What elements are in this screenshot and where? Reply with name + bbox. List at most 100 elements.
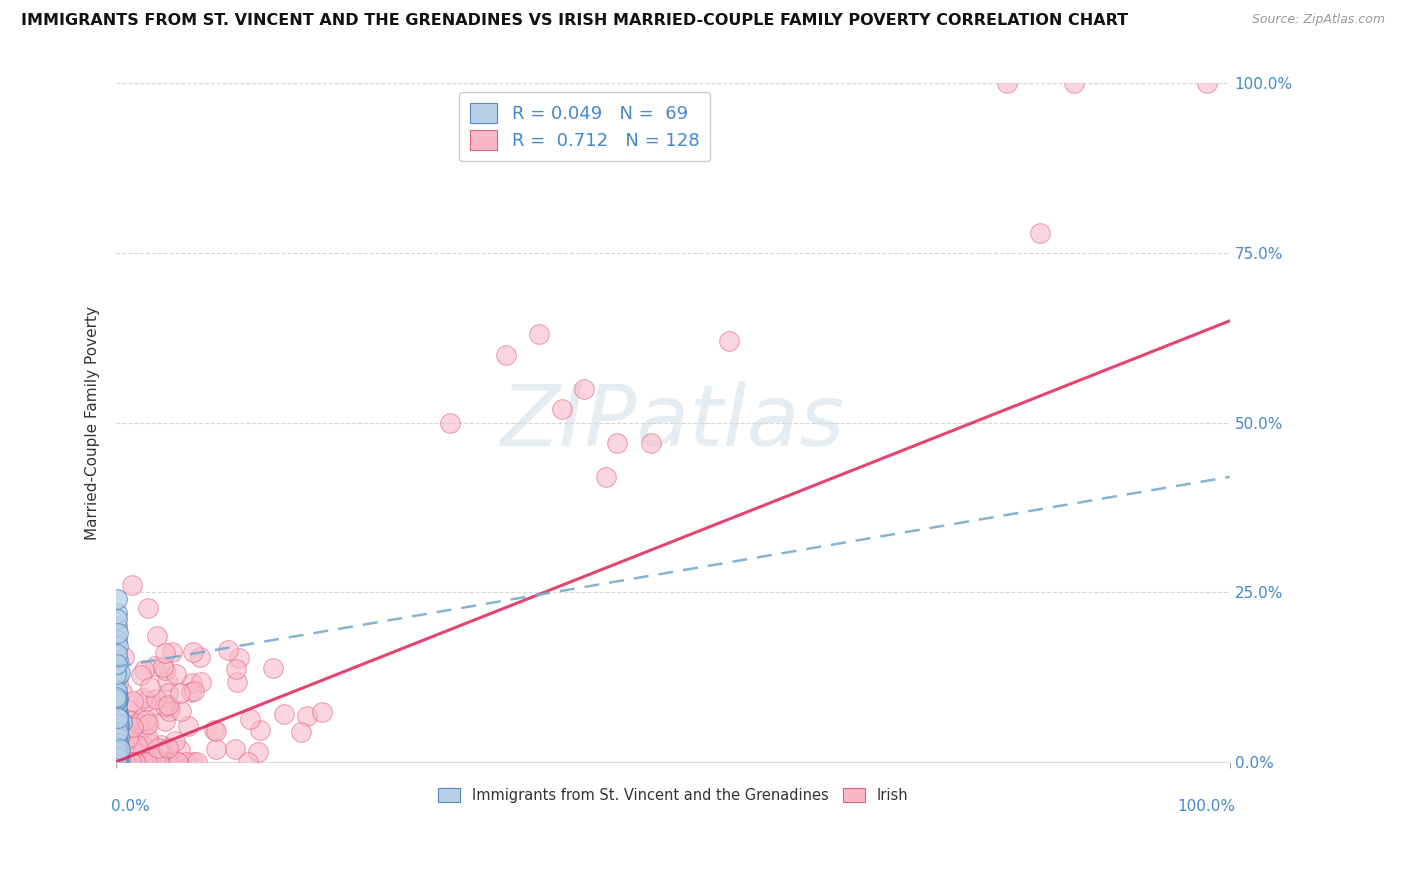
- Point: [1029, 226, 1052, 240]
- Point: [169, 686, 191, 700]
- Point: [105, 736, 128, 750]
- Point: [153, 646, 176, 660]
- Point: [125, 718, 148, 732]
- Point: [153, 714, 176, 728]
- Point: [238, 712, 260, 726]
- Point: [110, 739, 132, 754]
- Point: [142, 698, 165, 712]
- Point: [105, 699, 128, 714]
- Point: [134, 755, 156, 769]
- Point: [105, 745, 128, 759]
- Point: [717, 334, 740, 349]
- Point: [156, 741, 179, 756]
- Point: [204, 741, 226, 756]
- Point: [105, 749, 128, 764]
- Point: [225, 662, 247, 676]
- Point: [105, 744, 128, 758]
- Point: [107, 690, 129, 704]
- Point: [108, 730, 131, 744]
- Point: [1063, 77, 1085, 91]
- Point: [131, 755, 153, 769]
- Point: [112, 755, 135, 769]
- Point: [107, 742, 129, 756]
- Point: [105, 731, 128, 745]
- Point: [136, 731, 159, 745]
- Point: [105, 667, 128, 681]
- Point: [112, 755, 135, 769]
- Point: [165, 667, 187, 681]
- Point: [157, 755, 180, 769]
- Point: [169, 743, 191, 757]
- Y-axis label: Married-Couple Family Poverty: Married-Couple Family Poverty: [86, 306, 100, 540]
- Point: [156, 673, 179, 688]
- Point: [105, 734, 128, 748]
- Point: [107, 670, 129, 684]
- Point: [146, 629, 169, 643]
- Point: [112, 744, 135, 758]
- Point: [153, 699, 176, 714]
- Point: [117, 755, 139, 769]
- Point: [114, 755, 136, 769]
- Point: [262, 660, 284, 674]
- Point: [115, 755, 138, 769]
- Point: [121, 721, 143, 735]
- Point: [107, 716, 129, 731]
- Point: [246, 745, 269, 759]
- Point: [170, 704, 193, 718]
- Point: [105, 735, 128, 749]
- Point: [105, 709, 128, 723]
- Point: [124, 731, 146, 745]
- Point: [180, 685, 202, 699]
- Point: [131, 755, 153, 769]
- Point: [153, 663, 176, 677]
- Point: [162, 755, 184, 769]
- Point: [105, 721, 128, 735]
- Point: [183, 684, 205, 698]
- Point: [107, 716, 129, 731]
- Point: [107, 739, 129, 753]
- Point: [134, 663, 156, 677]
- Point: [107, 667, 129, 681]
- Point: [166, 755, 188, 769]
- Point: [995, 77, 1018, 91]
- Point: [124, 755, 146, 769]
- Point: [204, 724, 226, 739]
- Point: [108, 748, 131, 763]
- Point: [105, 632, 128, 647]
- Point: [114, 722, 136, 736]
- Point: [105, 690, 128, 705]
- Point: [495, 348, 517, 362]
- Point: [224, 741, 246, 756]
- Point: [108, 753, 131, 767]
- Point: [105, 739, 128, 754]
- Point: [107, 728, 129, 742]
- Point: [105, 742, 128, 756]
- Point: [105, 746, 128, 760]
- Point: [107, 640, 129, 654]
- Text: IMMIGRANTS FROM ST. VINCENT AND THE GRENADINES VS IRISH MARRIED-COUPLE FAMILY PO: IMMIGRANTS FROM ST. VINCENT AND THE GREN…: [21, 13, 1128, 29]
- Point: [107, 719, 129, 733]
- Point: [110, 742, 132, 756]
- Point: [136, 716, 159, 731]
- Text: Source: ZipAtlas.com: Source: ZipAtlas.com: [1251, 13, 1385, 27]
- Text: 0.0%: 0.0%: [111, 799, 149, 814]
- Point: [174, 755, 197, 769]
- Point: [150, 738, 173, 752]
- Point: [121, 577, 143, 591]
- Point: [202, 723, 225, 737]
- Point: [107, 725, 129, 739]
- Point: [107, 686, 129, 700]
- Point: [290, 725, 312, 739]
- Point: [129, 667, 152, 681]
- Point: [111, 755, 134, 769]
- Point: [640, 436, 662, 450]
- Point: [115, 755, 138, 769]
- Point: [177, 718, 200, 732]
- Point: [107, 753, 129, 767]
- Point: [180, 676, 202, 690]
- Point: [141, 755, 163, 769]
- Point: [135, 713, 157, 727]
- Point: [105, 695, 128, 709]
- Point: [146, 740, 169, 755]
- Point: [236, 755, 259, 769]
